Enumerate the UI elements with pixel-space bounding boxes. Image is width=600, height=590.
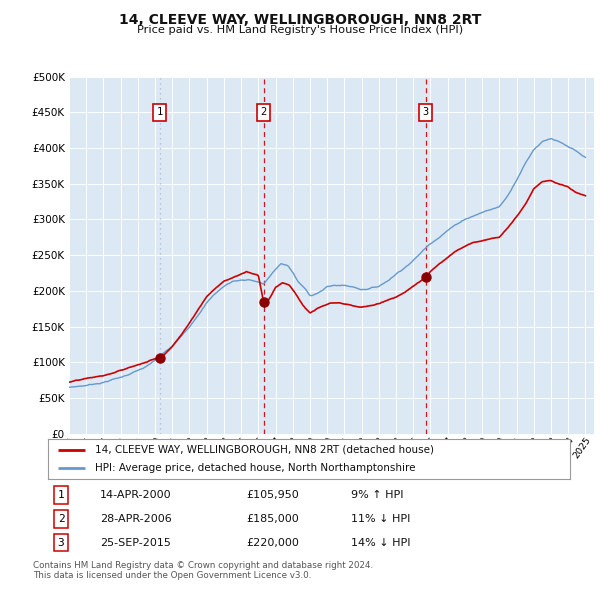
Text: £185,000: £185,000 — [247, 514, 299, 524]
Text: 28-APR-2006: 28-APR-2006 — [100, 514, 172, 524]
Text: 3: 3 — [58, 537, 64, 548]
Text: 14, CLEEVE WAY, WELLINGBOROUGH, NN8 2RT: 14, CLEEVE WAY, WELLINGBOROUGH, NN8 2RT — [119, 13, 481, 27]
Text: 1: 1 — [157, 107, 163, 117]
Text: 2: 2 — [58, 514, 64, 524]
Text: 25-SEP-2015: 25-SEP-2015 — [100, 537, 171, 548]
Text: Contains HM Land Registry data © Crown copyright and database right 2024.: Contains HM Land Registry data © Crown c… — [33, 560, 373, 569]
Text: Price paid vs. HM Land Registry's House Price Index (HPI): Price paid vs. HM Land Registry's House … — [137, 25, 463, 35]
Text: 14-APR-2000: 14-APR-2000 — [100, 490, 172, 500]
Text: 2: 2 — [261, 107, 267, 117]
Text: 3: 3 — [423, 107, 429, 117]
Text: 14, CLEEVE WAY, WELLINGBOROUGH, NN8 2RT (detached house): 14, CLEEVE WAY, WELLINGBOROUGH, NN8 2RT … — [95, 445, 434, 455]
Text: £105,950: £105,950 — [247, 490, 299, 500]
Text: HPI: Average price, detached house, North Northamptonshire: HPI: Average price, detached house, Nort… — [95, 463, 415, 473]
Text: 14% ↓ HPI: 14% ↓ HPI — [351, 537, 410, 548]
Text: 1: 1 — [58, 490, 64, 500]
Text: 9% ↑ HPI: 9% ↑ HPI — [351, 490, 403, 500]
Text: £220,000: £220,000 — [247, 537, 299, 548]
Text: This data is licensed under the Open Government Licence v3.0.: This data is licensed under the Open Gov… — [33, 571, 311, 580]
Text: 11% ↓ HPI: 11% ↓ HPI — [351, 514, 410, 524]
